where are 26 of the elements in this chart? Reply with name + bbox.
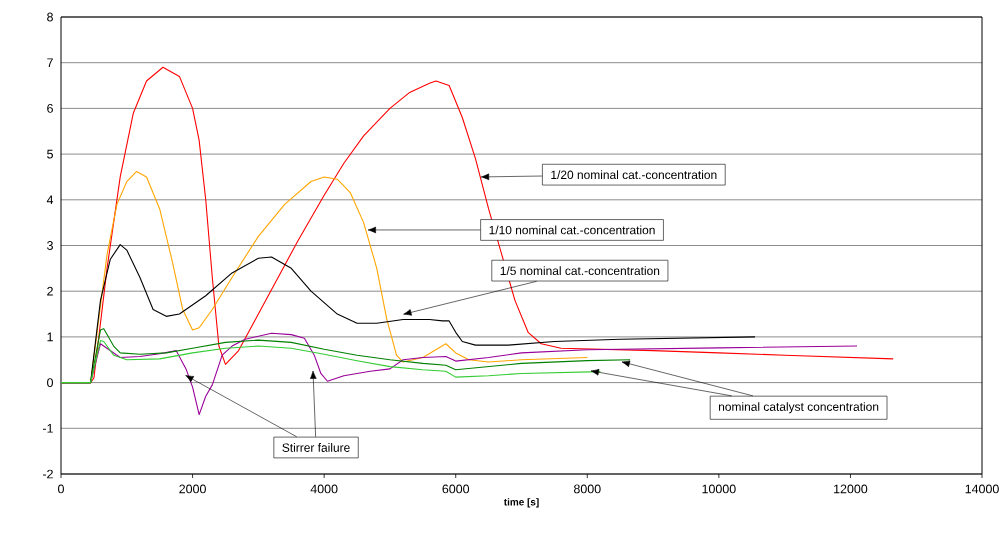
x-tick-label: 8000 bbox=[573, 484, 601, 494]
x-tick-label: 4000 bbox=[310, 484, 338, 494]
x-tick-label: 14000 bbox=[965, 484, 999, 494]
y-tick-label: 3 bbox=[47, 241, 53, 250]
x-axis-title: time [s] bbox=[503, 498, 539, 508]
y-tick-label: 7 bbox=[47, 58, 53, 67]
line-series bbox=[60, 340, 601, 384]
x-tick-label: 12000 bbox=[834, 484, 868, 494]
y-tick-label: 5 bbox=[47, 149, 53, 159]
x-tick-label: 0 bbox=[58, 484, 64, 494]
y-tick-label: 6 bbox=[47, 104, 53, 113]
y-tick-label: 0 bbox=[47, 378, 53, 388]
annotation: Stirrer failure bbox=[282, 443, 350, 452]
x-tick-label: 10000 bbox=[702, 484, 736, 494]
y-tick-label: 8 bbox=[47, 12, 53, 22]
annotation: 1/20 nominal cat.-concentration bbox=[551, 170, 717, 180]
y-tick-label: 1 bbox=[47, 332, 53, 342]
y-tick-label: -1 bbox=[42, 424, 53, 433]
x-tick-label: 6000 bbox=[442, 484, 470, 494]
y-tick-label: 2 bbox=[47, 286, 53, 296]
annotation: 1/5 nominal cat.-concentration bbox=[500, 266, 660, 276]
x-tick-label: 2000 bbox=[179, 484, 206, 494]
y-tick-label: -2 bbox=[42, 469, 53, 479]
y-tick-label: 4 bbox=[46, 195, 54, 205]
annotation: 1/10 nominal cat.-concentration bbox=[489, 225, 655, 235]
annotation: nominal catalyst concentration bbox=[718, 402, 879, 414]
